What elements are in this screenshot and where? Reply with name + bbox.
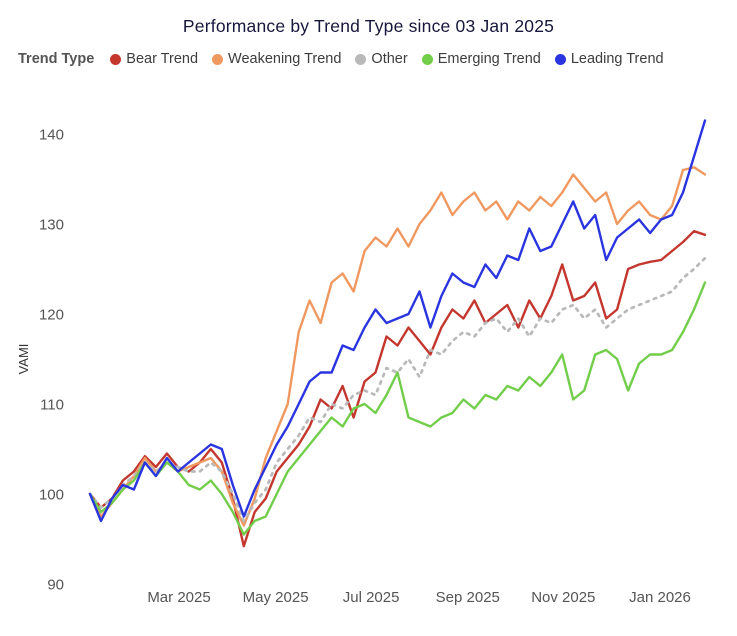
y-axis-ticks: 90 100 110 120 130 140 [39, 127, 64, 594]
line-chart: VAMI 90 100 110 120 130 140 Mar 2025 May 2025 J… [16, 119, 707, 606]
legend-swatch-weakening-trend [212, 53, 224, 65]
x-axis-ticks: Mar 2025 May 2025 Jul 2025 Sep 2025 Nov 2025… [147, 589, 691, 606]
legend-swatch-emerging-trend [421, 53, 433, 65]
legend-swatch-bear-trend [110, 53, 122, 65]
legend-items: Bear Trend Weakening Trend Other Emerging T… [110, 51, 664, 67]
y-tick-label-140: 140 [39, 127, 64, 144]
series-line-leading-trend [88, 119, 707, 523]
series-lines [88, 119, 707, 548]
legend-item-bear-trend[interactable]: Bear Trend [110, 51, 198, 67]
legend-swatch-leading-trend [554, 53, 566, 65]
legend-item-weakening-trend[interactable]: Weakening Trend [212, 51, 341, 67]
x-tick-label-jan-2026: Jan 2026 [629, 589, 691, 606]
legend-item-other[interactable]: Other [355, 51, 408, 67]
x-tick-label-may-2025: May 2025 [243, 589, 309, 606]
chart-title: Performance by Trend Type since 03 Jan 2… [182, 16, 555, 36]
legend: Trend Type Bear Trend Weakening Trend Othe… [18, 51, 737, 67]
series-line-bear-trend [88, 229, 707, 548]
series-line-other [88, 256, 707, 523]
legend-item-leading-trend[interactable]: Leading Trend [554, 51, 664, 67]
x-tick-label-jul-2025: Jul 2025 [343, 589, 400, 606]
x-tick-label-sep-2025: Sep 2025 [436, 589, 500, 606]
y-tick-label-100: 100 [39, 487, 64, 504]
series-line-emerging-trend [88, 281, 707, 536]
legend-item-label: Emerging Trend [437, 51, 541, 67]
legend-item-label: Weakening Trend [228, 51, 342, 67]
legend-item-label: Other [371, 51, 408, 67]
legend-item-label: Bear Trend [126, 51, 199, 67]
series-line-weakening-trend [88, 166, 707, 527]
y-tick-label-130: 130 [39, 217, 64, 234]
legend-swatch-other [355, 53, 367, 65]
y-tick-label-90: 90 [47, 577, 64, 594]
y-tick-label-120: 120 [39, 307, 64, 324]
y-tick-label-110: 110 [40, 397, 64, 414]
legend-title: Trend Type [18, 51, 95, 67]
y-axis-label: VAMI [16, 344, 31, 375]
legend-item-label: Leading Trend [570, 51, 664, 67]
x-tick-label-nov-2025: Nov 2025 [531, 589, 595, 606]
legend-item-emerging-trend[interactable]: Emerging Trend [421, 51, 541, 67]
x-tick-label-mar-2025: Mar 2025 [147, 589, 210, 606]
